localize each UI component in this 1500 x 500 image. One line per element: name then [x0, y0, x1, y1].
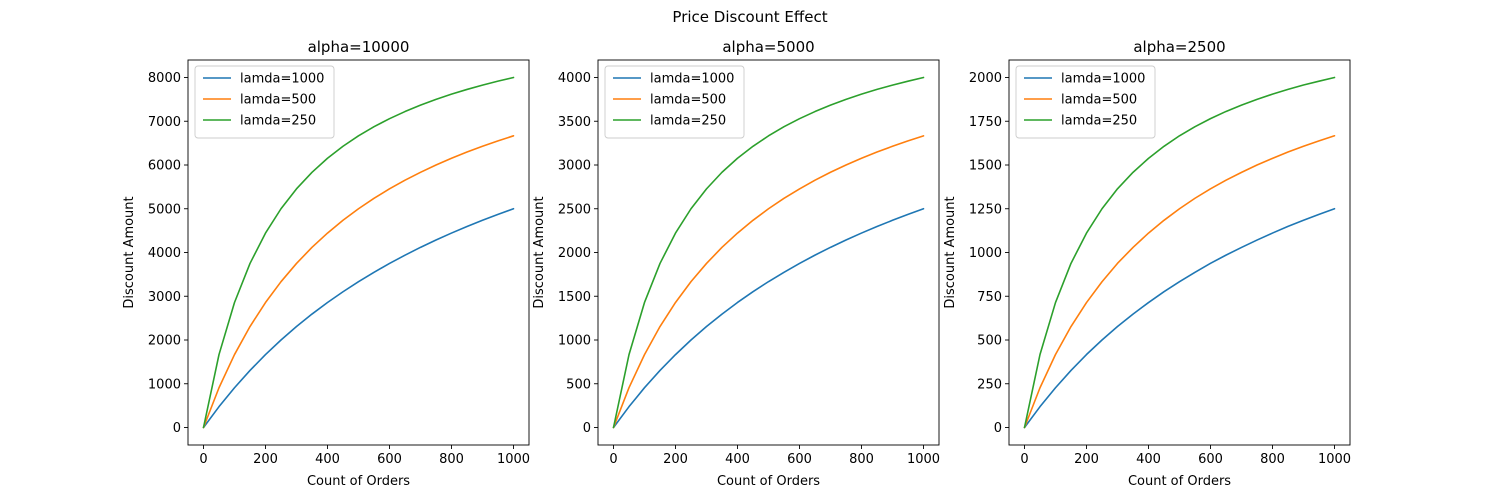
series-line-lamda-1000 [202, 207, 515, 429]
x-tick-label: 0 [609, 452, 617, 467]
y-tick-label: 8000 [148, 71, 181, 86]
x-tick-label: 800 [849, 452, 874, 467]
series-line-lamda-500 [1023, 134, 1336, 429]
subplot-title: alpha=10000 [308, 38, 410, 56]
y-tick-label: 0 [173, 421, 181, 436]
x-tick-label: 400 [1136, 452, 1161, 467]
figure-suptitle: Price Discount Effect [672, 8, 827, 26]
x-axis-label: Count of Orders [307, 474, 410, 489]
x-tick-label: 200 [663, 452, 688, 467]
x-tick-label: 1000 [907, 452, 940, 467]
series-line-lamda-1000 [612, 207, 925, 429]
y-tick-label: 3500 [558, 115, 591, 130]
x-tick-label: 200 [1074, 452, 1099, 467]
y-tick-label: 1500 [969, 159, 1002, 174]
x-tick-label: 600 [1198, 452, 1223, 467]
subplot-title: alpha=5000 [722, 38, 814, 56]
subplot-2: 0 200 400 600 800 1000 0 500 1000 1500 2000 2500 300… [532, 38, 940, 489]
y-tick-label: 4000 [558, 71, 591, 86]
legend-entry-label: lamda=500 [240, 93, 316, 108]
legend-entry-label: lamda=250 [650, 114, 726, 129]
y-tick-label: 6000 [148, 159, 181, 174]
y-tick-label: 3000 [148, 290, 181, 305]
legend-entry-label: lamda=500 [1061, 93, 1137, 108]
y-tick-label: 3000 [558, 159, 591, 174]
y-tick-label: 500 [566, 377, 591, 392]
y-tick-label: 5000 [148, 202, 181, 217]
legend-entry-label: lamda=250 [1061, 114, 1137, 129]
y-tick-label: 2000 [558, 246, 591, 261]
x-tick-label: 600 [377, 452, 402, 467]
x-tick-label: 800 [439, 452, 464, 467]
y-tick-label: 0 [994, 421, 1002, 436]
x-tick-label: 0 [199, 452, 207, 467]
subplot-title: alpha=2500 [1133, 38, 1225, 56]
y-axis-label: Discount Amount [532, 196, 547, 308]
series-line-lamda-500 [202, 135, 515, 429]
legend-entry-label: lamda=1000 [650, 72, 734, 87]
x-axis-label: Count of Orders [717, 474, 820, 489]
series-line-lamda-250 [202, 76, 515, 429]
x-tick-label: 400 [725, 452, 750, 467]
y-axis-label: Discount Amount [943, 196, 958, 308]
y-tick-label: 7000 [148, 115, 181, 130]
legend-entry-label: lamda=500 [650, 93, 726, 108]
y-tick-label: 2000 [148, 334, 181, 349]
x-tick-label: 800 [1260, 452, 1285, 467]
y-tick-label: 250 [977, 377, 1002, 392]
y-tick-label: 500 [977, 334, 1002, 349]
y-tick-label: 0 [583, 421, 591, 436]
x-tick-label: 1000 [1318, 452, 1351, 467]
x-tick-label: 0 [1020, 452, 1028, 467]
y-axis-label: Discount Amount [122, 196, 137, 308]
y-tick-label: 1000 [148, 377, 181, 392]
y-tick-label: 1500 [558, 290, 591, 305]
legend: lamda=1000 lamda=500 lamda=250 [194, 65, 335, 139]
series-line-lamda-500 [612, 135, 925, 429]
x-tick-label: 600 [787, 452, 812, 467]
subplots: 0 200 400 600 800 100001000200030004000500060… [122, 38, 1351, 489]
y-tick-label: 1000 [969, 246, 1002, 261]
y-tick-label: 1750 [969, 115, 1002, 130]
y-tick-label: 1250 [969, 202, 1002, 217]
x-tick-label: 1000 [497, 452, 530, 467]
subplot-1: 0 200 400 600 800 1000 0 1000 2000 3000 4000 5000 60… [122, 38, 530, 489]
y-tick-label: 2000 [969, 71, 1002, 86]
legend: lamda=1000 lamda=500 lamda=250 [1015, 65, 1156, 139]
x-tick-label: 400 [315, 452, 340, 467]
legend-entry-label: lamda=1000 [1061, 72, 1145, 87]
legend: lamda=1000 lamda=500 lamda=250 [604, 65, 745, 139]
y-tick-label: 1000 [558, 334, 591, 349]
series-line-lamda-250 [1023, 76, 1336, 429]
legend-entry-label: lamda=250 [240, 114, 316, 129]
y-tick-label: 750 [977, 290, 1002, 305]
x-tick-label: 200 [253, 452, 278, 467]
series-line-lamda-250 [612, 76, 925, 429]
x-axis-label: Count of Orders [1128, 474, 1231, 489]
y-tick-label: 2500 [558, 202, 591, 217]
y-tick-label: 4000 [148, 246, 181, 261]
series-line-lamda-1000 [1023, 207, 1336, 429]
subplot-3: 0 200 400 600 800 1000 0 250 500 750 1000 1250 1500 1… [943, 38, 1351, 489]
legend-entry-label: lamda=1000 [240, 72, 324, 87]
